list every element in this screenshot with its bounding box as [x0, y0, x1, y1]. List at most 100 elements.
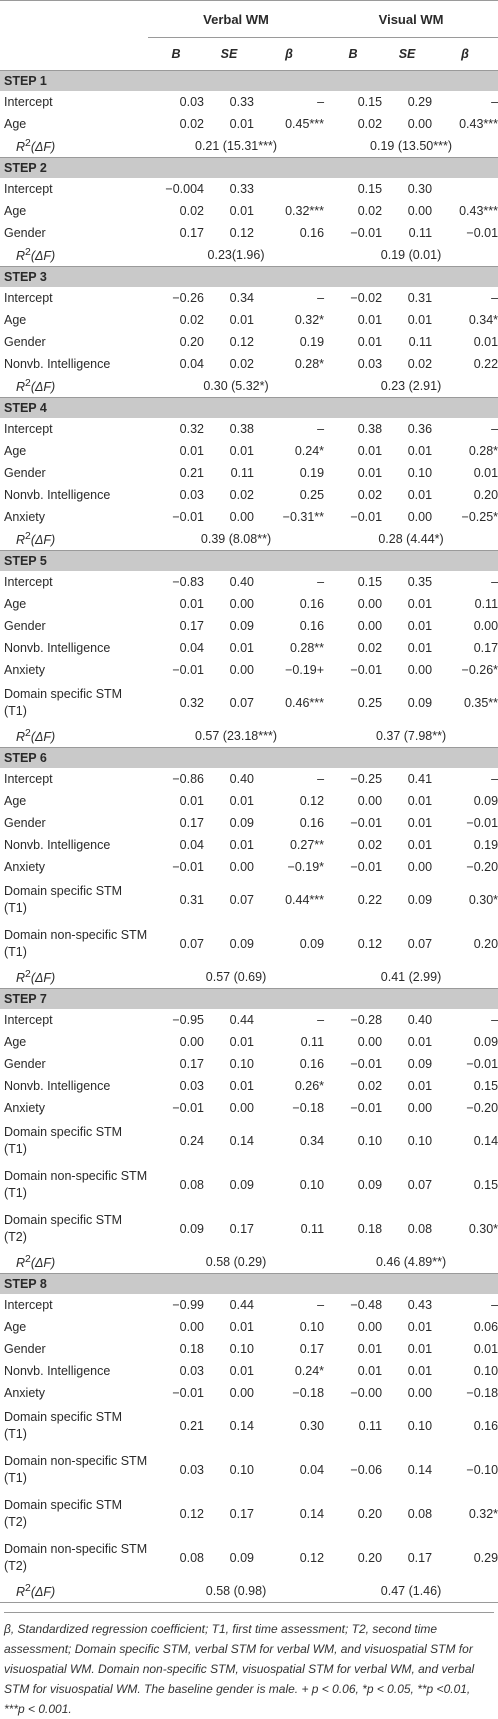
table-cell: 0.18	[179, 1341, 204, 1356]
r2-verbal-value: 0.58 (0.98)	[205, 1583, 267, 1598]
table-cell: 0.03	[179, 1363, 204, 1378]
table-cell: 0.28**	[289, 640, 325, 655]
table-cell: 0.24*	[294, 1363, 325, 1378]
row-label: Domain non-specific STM (T1)	[4, 1454, 148, 1485]
table-cell: 0.03	[179, 487, 204, 502]
r2-label: R2(ΔF)	[0, 244, 148, 267]
table-cell: 0.15	[357, 574, 383, 589]
table-cell: −0.01	[350, 1056, 383, 1071]
table-row: Domain specific STM (T2) 0.12 0.17 0.14 0.20…	[0, 1492, 498, 1536]
table-cell: −0.18	[292, 1385, 325, 1400]
table-row: Age 0.00 0.01 0.11 0.00 0.01 0.09	[0, 1031, 498, 1053]
r2-label: R2(ΔF)	[0, 528, 148, 551]
col-b-verbal: B	[148, 37, 204, 71]
row-label: Intercept	[4, 290, 53, 305]
table-cell: 0.18	[357, 1221, 383, 1236]
row-label: Intercept	[4, 1297, 53, 1312]
r2-superscript: 2	[25, 138, 31, 150]
table-cell: 0.32*	[294, 312, 325, 327]
r2-label: R2(ΔF)	[0, 1580, 148, 1603]
r2-visual-value: 0.41 (2.99)	[380, 969, 442, 984]
table-cell: −0.01	[466, 1056, 498, 1071]
table-cell: 0.19	[473, 837, 498, 852]
table-cell: 0.34*	[468, 312, 498, 327]
r2-delta-f: (ΔF)	[30, 1585, 56, 1600]
table-cell: 0.11	[300, 1221, 325, 1236]
table-cell: 0.17	[229, 1221, 254, 1236]
r2-superscript: 2	[25, 531, 31, 543]
r2-visual-value: 0.28 (4.44*)	[378, 531, 444, 546]
row-label: Age	[4, 793, 27, 808]
r2-symbol: R	[16, 380, 26, 395]
table-cell: −0.01	[466, 815, 498, 830]
table-cell: 0.43***	[459, 203, 498, 218]
table-cell: 0.01	[229, 203, 254, 218]
table-cell: 0.00	[407, 1385, 433, 1400]
table-cell: 0.17	[179, 618, 204, 633]
table-cell: –	[491, 290, 498, 305]
table-cell: 0.01	[473, 1341, 498, 1356]
table-cell: 0.33	[229, 181, 254, 196]
table-cell: 0.32*	[468, 1506, 498, 1521]
r2-delta-f: (ΔF)	[30, 140, 56, 155]
table-cell: 0.01	[407, 793, 433, 808]
table-cell: 0.00	[179, 1034, 204, 1049]
row-label: Domain specific STM (T2)	[4, 1213, 123, 1244]
table-body: STEP 1 Intercept 0.03 0.33 – 0.15 0.29 – Age 0.02…	[0, 70, 498, 1603]
table-row: Nonvb. Intelligence 0.03 0.02 0.25 0.02 0.01 0…	[0, 484, 498, 506]
table-row: Domain specific STM (T2) 0.09 0.17 0.11 0.18…	[0, 1207, 498, 1251]
table-cell: 0.40	[407, 1012, 433, 1027]
table-cell: 0.10	[407, 1418, 433, 1433]
step-header-row: STEP 4	[0, 397, 498, 418]
table-cell: 0.40	[229, 771, 254, 786]
table-cell: 0.01	[357, 312, 383, 327]
table-cell: 0.27**	[289, 837, 325, 852]
table-cell: 0.38	[229, 421, 254, 436]
table-cell: 0.17	[407, 1550, 433, 1565]
row-label: Age	[4, 312, 27, 327]
table-cell: 0.02	[229, 487, 254, 502]
table-row: Gender 0.18 0.10 0.17 0.01 0.01 0.01	[0, 1338, 498, 1360]
r2-row: R2(ΔF) 0.39 (8.08**) 0.28 (4.44*)	[0, 528, 498, 551]
r2-superscript: 2	[25, 969, 31, 981]
col-beta-verbal: β	[254, 37, 325, 71]
table-cell: 0.01	[229, 312, 254, 327]
row-label: Intercept	[4, 421, 53, 436]
table-cell: 0.12	[229, 334, 254, 349]
table-cell: 0.03	[357, 356, 383, 371]
table-cell: 0.11	[230, 465, 254, 480]
r2-row: R2(ΔF) 0.23(1.96) 0.19 (0.01)	[0, 244, 498, 267]
row-label: Nonvb. Intelligence	[4, 1363, 111, 1378]
r2-label: R2(ΔF)	[0, 966, 148, 989]
table-cell: 0.01	[407, 596, 433, 611]
table-cell: 0.01	[407, 487, 433, 502]
table-cell: 0.07	[407, 1177, 433, 1192]
table-cell: 0.11	[408, 334, 433, 349]
table-cell: −0.26	[172, 290, 204, 305]
table-cell: –	[491, 1297, 498, 1312]
table-cell: –	[317, 1012, 325, 1027]
table-cell: 0.00	[229, 1100, 254, 1115]
table-cell: 0.00	[357, 1319, 383, 1334]
table-cell: 0.17	[179, 225, 204, 240]
table-cell: 0.04	[299, 1462, 325, 1477]
row-label: Nonvb. Intelligence	[4, 487, 111, 502]
table-cell: −0.99	[172, 1297, 204, 1312]
table-cell: −0.06	[350, 1462, 383, 1477]
r2-symbol: R	[16, 971, 26, 986]
col-se-verbal: SE	[204, 37, 254, 71]
table-cell: 0.01	[229, 1319, 254, 1334]
table-cell: −0.18	[292, 1100, 325, 1115]
verbal-wm-header: Verbal WM	[148, 0, 325, 38]
table-cell: 0.12	[229, 225, 254, 240]
step-title: STEP 3	[0, 266, 498, 287]
table-cell: 0.10	[357, 1133, 383, 1148]
row-label: Age	[4, 1319, 27, 1334]
table-cell: 0.34	[229, 290, 254, 305]
row-label: Anxiety	[4, 1100, 45, 1115]
table-cell: 0.00	[229, 662, 254, 677]
table-cell: 0.12	[357, 936, 383, 951]
column-header-row: B SE β B SE β	[0, 37, 498, 71]
table-row: Domain specific STM (T1) 0.21 0.14 0.30 0.11…	[0, 1404, 498, 1448]
table-cell: −0.25*	[461, 509, 498, 524]
